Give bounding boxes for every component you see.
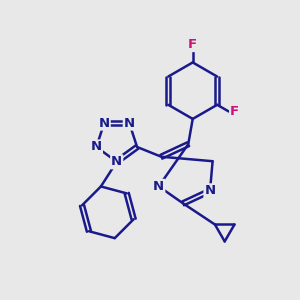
Text: F: F bbox=[188, 38, 197, 51]
Text: N: N bbox=[124, 117, 135, 130]
Text: N: N bbox=[205, 184, 216, 197]
Text: N: N bbox=[111, 155, 122, 168]
Text: N: N bbox=[153, 180, 164, 193]
Text: N: N bbox=[99, 117, 110, 130]
Text: N: N bbox=[91, 140, 102, 154]
Text: F: F bbox=[230, 105, 239, 118]
